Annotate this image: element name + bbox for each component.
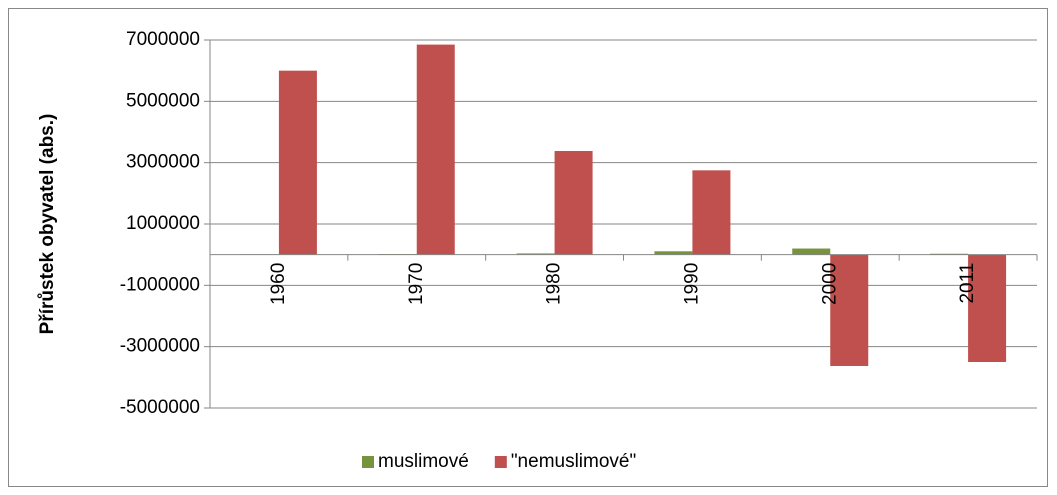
x-tick-label: 2011 [957,263,978,304]
legend-label: "nemuslimové" [511,451,636,472]
x-tick-label: 1970 [406,263,427,305]
bar [654,251,693,255]
bar [830,254,869,366]
y-tick-label: -5000000 [120,397,200,418]
bar [554,151,593,255]
y-axis-title: Přírůstek obyvatel (abs.) [37,114,58,335]
bar [792,248,831,255]
y-tick-label: -3000000 [120,336,200,357]
y-tick-label: 3000000 [126,152,200,173]
x-tick-label: 1980 [544,263,565,305]
y-tick-label: 7000000 [126,29,200,50]
y-tick-label: 1000000 [126,213,200,234]
y-tick-label: 5000000 [126,90,200,111]
legend-swatch [362,456,374,468]
bar [516,253,555,255]
legend-swatch [494,456,507,468]
x-tick-label: 1960 [268,263,289,305]
chart-frame [8,8,1048,487]
bar [968,254,1007,362]
x-tick-label: 2000 [819,263,840,305]
x-tick-label: 1990 [681,263,702,305]
legend-label: muslimové [378,451,469,472]
bar [278,70,317,255]
bar [692,170,731,255]
bar [416,44,455,255]
y-tick-label: -1000000 [120,274,200,295]
